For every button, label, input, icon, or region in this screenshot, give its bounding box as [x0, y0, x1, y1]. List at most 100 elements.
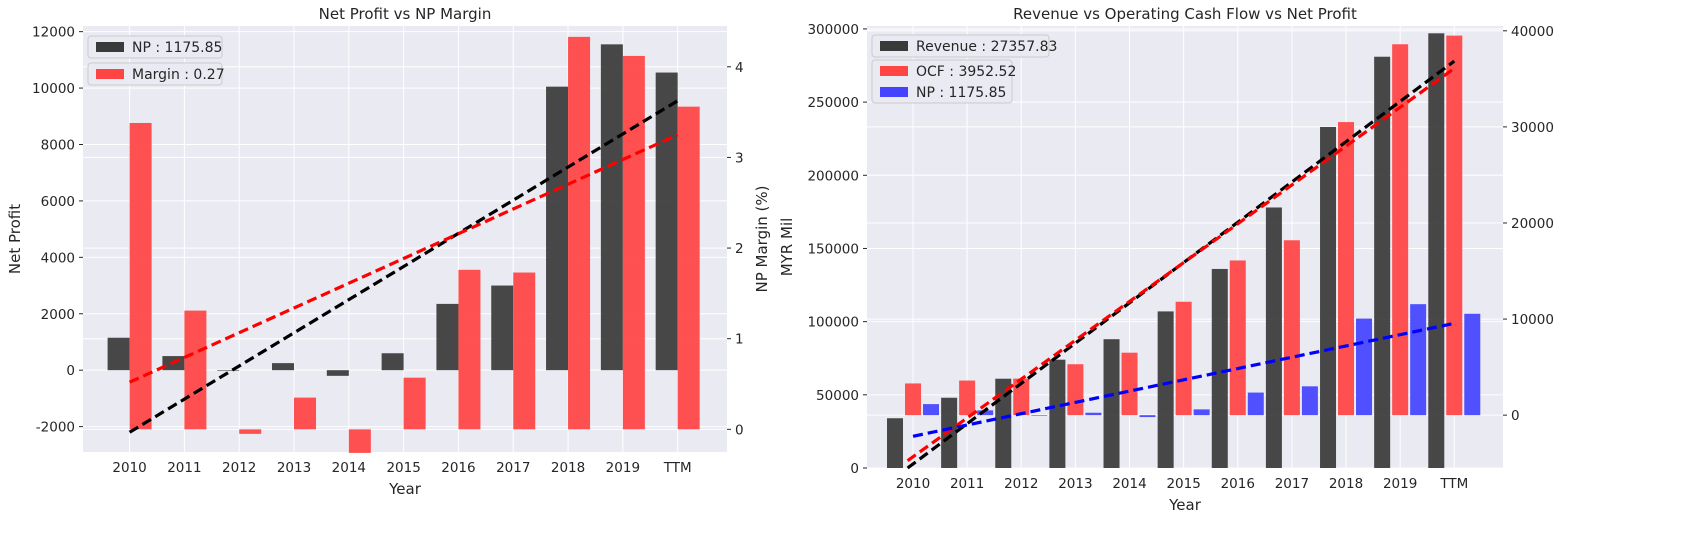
bar-1-2017 [1265, 207, 1282, 468]
legend-box [871, 34, 1050, 58]
y-axis-label: Net Profit [6, 204, 24, 274]
legend-entry: OCF : 3952.52 [916, 64, 1016, 80]
bar-3-2018 [1356, 318, 1373, 416]
y2-tick-label: 40000 [1511, 24, 1554, 40]
bar-2-2019 [622, 55, 645, 430]
bar-2-TTM [677, 106, 700, 430]
x-tick-label: 2011 [167, 460, 201, 476]
bar-3-2012 [1031, 415, 1048, 416]
y2-tick-label: 0 [735, 422, 744, 438]
bar-1-2019 [1374, 56, 1391, 468]
x-axis-label: Year [388, 480, 422, 498]
y2-tick-label: 10000 [1511, 312, 1554, 328]
y-tick-label: 100000 [807, 315, 859, 331]
legend-entry: NP : 1175.85 [916, 85, 1006, 101]
trendline-1 [128, 99, 679, 434]
legend: Revenue : 27357.83 OCF : 3952.52 NP : 1175… [871, 34, 1057, 104]
chart-panel-2: 2010 2011 2012 2013 2014 2015 2016 2017 2018 2019… [778, 5, 1554, 514]
bar-1-2010 [107, 337, 130, 371]
y2-tick-label: 0 [1511, 408, 1520, 424]
bar-1-TTM [1428, 33, 1445, 469]
bar-1-TTM [655, 72, 678, 371]
y2-tick-label: 1 [735, 332, 744, 348]
bar-1-2013 [272, 363, 295, 371]
trendline-1 [906, 59, 1456, 470]
x-tick-label: 2016 [441, 460, 475, 476]
x-tick-label: 2014 [1112, 476, 1146, 492]
bar-1-2019 [600, 44, 623, 371]
x-tick-label: TTM [1439, 476, 1468, 492]
x-axis-label: Year [1168, 496, 1202, 514]
bar-2-2016 [1229, 260, 1246, 416]
bar-1-2018 [546, 86, 569, 371]
bar-2-2012 [239, 429, 262, 434]
legend-entry: NP : 1175.85 [132, 40, 222, 56]
y-tick-label: 150000 [807, 241, 859, 257]
bar-2-2014 [1121, 352, 1138, 416]
x-tick-label: 2012 [1004, 476, 1038, 492]
bar-2-2010 [129, 122, 152, 430]
x-tick-label: 2019 [606, 460, 640, 476]
bar-2-2013 [1067, 364, 1084, 416]
y-tick-label: 0 [66, 363, 75, 379]
y-tick-label: 2000 [41, 307, 75, 323]
bar-1-2013 [1049, 359, 1066, 468]
legend-box [87, 62, 223, 86]
bar-2-2015 [1175, 301, 1192, 416]
bar-3-2019 [1410, 304, 1427, 416]
bar-2-2016 [458, 269, 481, 430]
bar-1-2016 [436, 303, 459, 371]
bar-2-2018 [568, 36, 591, 430]
y-tick-label: 8000 [41, 137, 75, 153]
bar-3-2010 [923, 404, 940, 416]
bar-2-2019 [1392, 44, 1409, 416]
trendline-2 [128, 133, 679, 384]
legend-swatch [96, 69, 124, 79]
x-tick-label: 2018 [551, 460, 585, 476]
trendline-3 [912, 321, 1455, 438]
x-tick-label: 2016 [1221, 476, 1255, 492]
y-tick-label: 0 [850, 461, 859, 477]
legend: NP : 1175.85 Margin : 0.27 [87, 35, 225, 86]
trendline-2 [906, 67, 1456, 462]
bar-1-2012 [217, 370, 240, 371]
x-tick-label: 2010 [112, 460, 146, 476]
bar-2-2013 [294, 397, 317, 430]
bar-2-2011 [184, 310, 207, 430]
bar-1-2014 [1103, 339, 1120, 468]
x-tick-label: 2013 [1058, 476, 1092, 492]
x-tick-label: TTM [663, 460, 692, 476]
y2-tick-label: 4 [735, 60, 744, 76]
bar-2-TTM [1446, 35, 1463, 416]
bar-3-2015 [1193, 409, 1210, 416]
x-tick-label: 2015 [386, 460, 420, 476]
y2-tick-label: 2 [735, 241, 744, 257]
legend-box [87, 35, 223, 59]
legend-swatch [880, 41, 908, 51]
x-tick-label: 2014 [332, 460, 366, 476]
y2-tick-label: 3 [735, 150, 744, 166]
x-tick-label: 2013 [277, 460, 311, 476]
bar-1-2014 [326, 370, 349, 376]
bar-2-2010 [905, 383, 922, 416]
bar-3-TTM [1464, 313, 1481, 416]
legend-entry: Margin : 0.27 [132, 67, 225, 83]
y-tick-label: -2000 [36, 420, 75, 436]
y2-tick-label: 30000 [1511, 120, 1554, 136]
y-tick-label: 250000 [807, 95, 859, 111]
bar-1-2015 [1157, 311, 1174, 468]
y-tick-label: 300000 [807, 22, 859, 38]
chart-title: Revenue vs Operating Cash Flow vs Net Pr… [1013, 5, 1357, 23]
bar-2-2018 [1338, 122, 1355, 416]
bar-1-2011 [941, 397, 958, 468]
y-tick-label: 10000 [32, 81, 75, 97]
bar-1-2017 [491, 285, 514, 371]
x-tick-label: 2010 [896, 476, 930, 492]
bar-1-2010 [887, 418, 904, 468]
y2-tick-label: 20000 [1511, 216, 1554, 232]
chart-title: Net Profit vs NP Margin [319, 5, 492, 23]
x-tick-label: 2012 [222, 460, 256, 476]
y-axis-label: MYR Mil [778, 218, 796, 277]
